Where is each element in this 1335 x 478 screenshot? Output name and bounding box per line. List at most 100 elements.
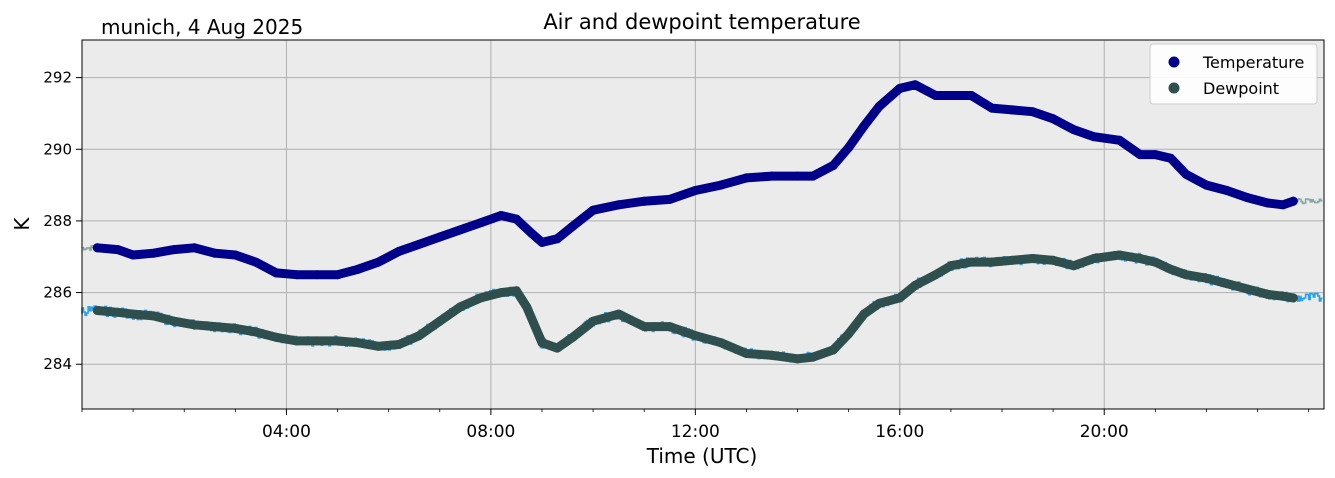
y-tick-label: 286	[43, 284, 72, 302]
dewpoint-point	[476, 293, 486, 303]
dewpoint-point	[716, 338, 726, 348]
dewpoint-point	[895, 293, 905, 303]
series-layer	[92, 80, 1298, 364]
temperature-point	[568, 221, 578, 231]
temperature-point	[665, 194, 675, 204]
dewpoint-point	[690, 331, 700, 341]
dewpoint-point	[767, 350, 777, 360]
temperature-point	[859, 121, 869, 131]
y-axis-label: K	[10, 217, 34, 231]
temperature-point	[527, 229, 537, 238]
dewpoint-point	[189, 320, 199, 330]
temperature-point	[537, 237, 547, 247]
temperature-point	[271, 268, 281, 278]
dewpoint-point	[808, 352, 818, 362]
dewpoint-point	[1048, 255, 1058, 265]
dewpoint-point	[455, 302, 465, 312]
temperature-point	[1069, 125, 1079, 135]
dewpoint-point	[92, 306, 102, 315]
legend: Temperature Dewpoint	[1149, 43, 1318, 105]
dewpoint-point	[1166, 264, 1176, 274]
temperature-point	[1166, 153, 1176, 163]
dewpoint-point	[169, 316, 179, 326]
temperature-point	[476, 218, 486, 228]
dewpoint-point	[113, 307, 123, 317]
temperature-point	[639, 196, 649, 206]
dewpoint-point	[588, 316, 598, 326]
temperature-point	[128, 250, 138, 260]
dewpoint-point	[128, 309, 138, 319]
temperature-point	[1089, 132, 1099, 142]
dewpoint-point	[910, 280, 920, 290]
temperature-point	[1028, 107, 1038, 117]
temperature-point	[1263, 198, 1273, 208]
temperature-point	[292, 270, 302, 280]
dewpoint-point	[292, 336, 302, 346]
temperature-point	[312, 270, 322, 280]
dewpoint-point	[1089, 254, 1099, 263]
temperature-point	[169, 245, 179, 255]
x-tick-label: 20:00	[1080, 422, 1129, 442]
legend-temperature-label: Temperature	[1202, 53, 1304, 72]
temperature-point	[1242, 193, 1252, 203]
dewpoint-point	[149, 311, 159, 321]
dewpoint-point	[230, 323, 240, 333]
temperature-point	[987, 103, 997, 113]
dewpoint-point	[537, 338, 547, 348]
temperature-point	[455, 225, 465, 235]
temperature-point	[690, 186, 700, 195]
temperature-point	[210, 248, 220, 258]
temperature-point	[113, 245, 123, 255]
dewpoint-point	[1288, 293, 1298, 303]
dewpoint-point	[251, 327, 261, 337]
dewpoint-point	[373, 341, 383, 351]
dewpoint-point	[271, 332, 281, 342]
plot-area	[82, 40, 1324, 409]
temperature-point	[251, 257, 261, 267]
temperature-point	[353, 264, 363, 274]
dewpoint-point	[1028, 254, 1038, 263]
dewpoint-point	[1222, 279, 1232, 289]
dewpoint-point	[312, 336, 322, 346]
dewpoint-point	[1007, 255, 1017, 265]
temperature-point	[895, 83, 905, 93]
temperature-point	[1115, 135, 1125, 145]
chart-title: Air and dewpoint temperature	[543, 10, 860, 34]
plot-frame	[81, 39, 1325, 410]
dewpoint-point	[435, 316, 445, 326]
x-tick-label: 08:00	[466, 422, 515, 442]
temperature-point	[844, 143, 854, 152]
dewpoint-point	[1115, 250, 1125, 260]
dewpoint-point	[987, 257, 997, 267]
temperature-series	[92, 80, 1298, 280]
temperature-point	[373, 257, 383, 267]
dewpoint-point	[1278, 291, 1288, 301]
temperature-point	[1181, 169, 1191, 179]
dewpoint-point	[552, 343, 562, 353]
x-axis-label: Time (UTC)	[646, 444, 758, 468]
temperature-point	[808, 171, 818, 181]
temperature-point	[874, 101, 884, 111]
dewpoint-point	[496, 288, 506, 298]
dewpoint-point	[1069, 261, 1079, 271]
temperature-point	[92, 243, 102, 253]
temperature-point	[1007, 105, 1017, 115]
dewpoint-point	[931, 270, 941, 280]
dewpoint-point	[1263, 289, 1273, 299]
legend-temperature-marker	[1168, 56, 1180, 68]
dewpoint-point	[353, 338, 363, 348]
dewpoint-point	[394, 340, 404, 349]
temperature-point	[966, 91, 976, 100]
temperature-point	[716, 180, 726, 190]
x-tick-label: 12:00	[671, 422, 720, 442]
dewpoint-point	[614, 309, 624, 319]
dewpoint-point	[859, 309, 869, 319]
temperature-point	[552, 234, 562, 244]
y-tick-label: 288	[43, 212, 72, 230]
temperature-point	[496, 211, 506, 220]
temperature-point	[588, 205, 598, 215]
grid-lines	[82, 40, 1324, 409]
dewpoint-point	[414, 331, 424, 341]
dewpoint-point	[874, 298, 884, 308]
dewpoint-point	[793, 354, 803, 364]
